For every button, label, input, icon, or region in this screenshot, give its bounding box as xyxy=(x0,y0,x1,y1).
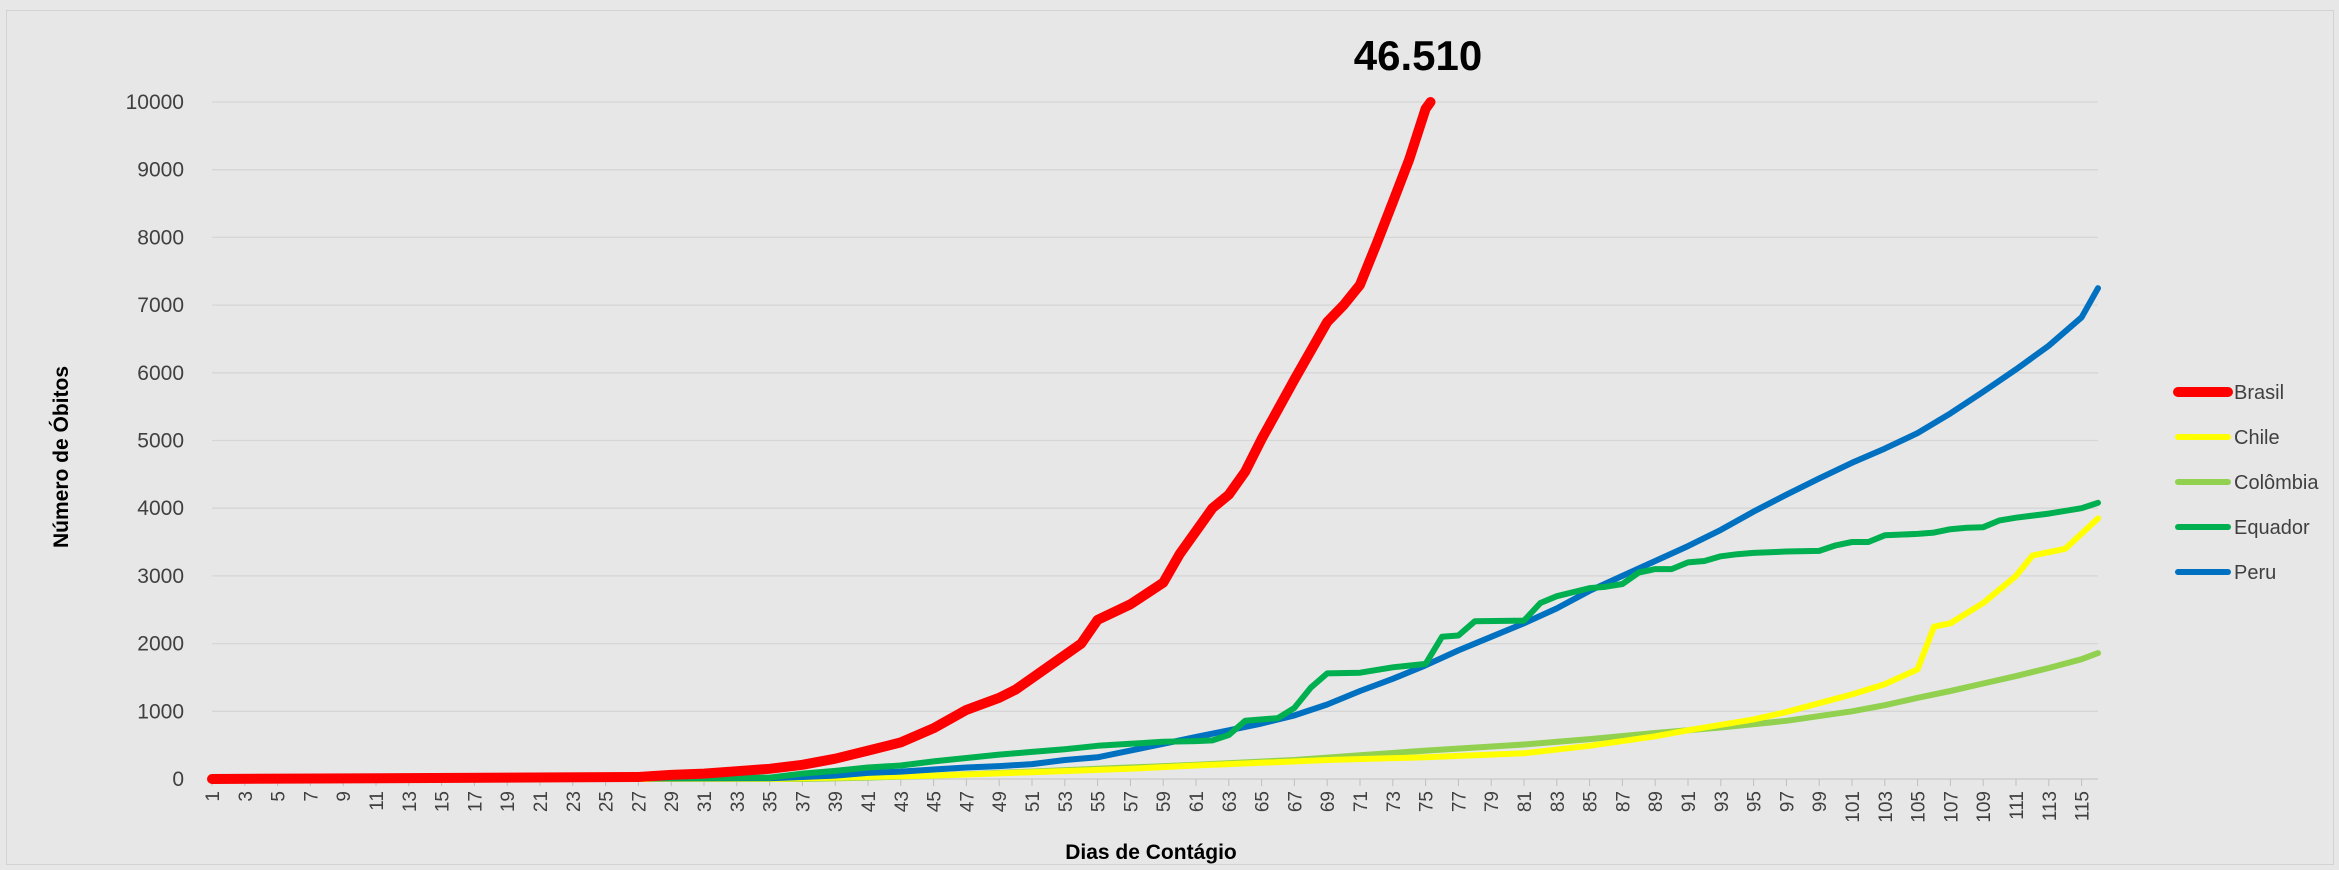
x-tick-label: 19 xyxy=(498,791,519,812)
x-tick-label: 5 xyxy=(269,791,290,802)
y-tick-label: 1000 xyxy=(137,700,184,723)
x-tick-label: 93 xyxy=(1712,791,1733,812)
x-tick-label: 49 xyxy=(990,791,1011,812)
x-tick-label: 105 xyxy=(1909,791,1930,823)
x-tick-label: 91 xyxy=(1679,791,1700,812)
x-tick-label: 99 xyxy=(1810,791,1831,812)
x-tick-label: 47 xyxy=(957,791,978,812)
x-tick-label: 41 xyxy=(859,791,880,812)
y-tick-label: 9000 xyxy=(137,159,184,182)
x-tick-label: 81 xyxy=(1515,791,1536,812)
y-tick-label: 8000 xyxy=(137,226,184,249)
x-tick-label: 101 xyxy=(1843,791,1864,823)
x-tick-label: 23 xyxy=(564,791,585,812)
x-tick-label: 89 xyxy=(1646,791,1667,812)
legend-label: Brasil xyxy=(2234,382,2284,404)
x-tick-label: 111 xyxy=(2007,791,2028,820)
x-tick-label: 73 xyxy=(1384,791,1405,812)
x-tick-label: 45 xyxy=(925,791,946,812)
x-tick-label: 35 xyxy=(761,791,782,812)
x-tick-label: 103 xyxy=(1876,791,1897,823)
x-tick-label: 27 xyxy=(629,791,650,812)
x-tick-label: 21 xyxy=(531,791,552,812)
x-axis-label: Dias de Contágio xyxy=(1065,841,1237,864)
x-axis-ticks: 1 3 5 7 9 11 13 15 17 19 21 23 25 27 29 31 33 35 37 39 41 43 4… xyxy=(203,779,2094,823)
series-line-equador xyxy=(209,499,2101,782)
y-tick-label: 4000 xyxy=(137,497,184,520)
x-tick-label: 53 xyxy=(1056,791,1077,812)
x-tick-label: 67 xyxy=(1285,791,1306,812)
x-tick-label: 37 xyxy=(793,791,814,812)
x-tick-label: 17 xyxy=(465,791,486,812)
y-tick-label: 0 xyxy=(172,768,184,791)
y-tick-label: 5000 xyxy=(137,430,184,453)
y-axis-label: Número de Óbitos xyxy=(49,366,73,548)
x-tick-label: 97 xyxy=(1777,791,1798,812)
x-tick-label: 51 xyxy=(1023,791,1044,812)
y-tick-label: 3000 xyxy=(137,565,184,588)
x-tick-label: 107 xyxy=(1941,791,1962,823)
x-tick-label: 85 xyxy=(1581,791,1602,812)
chart-annotation: 46.510 xyxy=(1354,32,1482,79)
x-tick-label: 9 xyxy=(334,791,355,802)
x-tick-label: 11 xyxy=(367,791,388,811)
x-tick-label: 25 xyxy=(597,791,618,812)
x-tick-label: 61 xyxy=(1187,791,1208,812)
x-tick-label: 69 xyxy=(1318,791,1339,812)
legend-label: Peru xyxy=(2234,562,2276,584)
x-tick-label: 3 xyxy=(236,791,257,802)
y-tick-label: 2000 xyxy=(137,633,184,656)
x-tick-label: 39 xyxy=(826,791,847,812)
x-tick-label: 59 xyxy=(1154,791,1175,812)
y-axis-ticks: 0 1000 2000 3000 4000 5000 6000 7000 8000 9000 100… xyxy=(126,91,184,791)
y-tick-label: 6000 xyxy=(137,362,184,385)
x-tick-label: 29 xyxy=(662,791,683,812)
x-tick-label: 115 xyxy=(2073,791,2094,821)
x-tick-label: 63 xyxy=(1220,791,1241,812)
x-tick-label: 57 xyxy=(1121,791,1142,812)
x-tick-label: 33 xyxy=(728,791,749,812)
x-tick-label: 75 xyxy=(1417,791,1438,812)
x-tick-label: 31 xyxy=(695,791,716,812)
series-line-brasil xyxy=(207,97,1436,784)
legend-label: Chile xyxy=(2234,427,2280,449)
x-tick-label: 83 xyxy=(1548,791,1569,812)
x-tick-label: 113 xyxy=(2040,791,2061,821)
x-tick-label: 13 xyxy=(400,791,421,812)
x-tick-label: 71 xyxy=(1351,791,1372,812)
series-line-colômbia xyxy=(209,650,2101,782)
x-tick-label: 55 xyxy=(1089,791,1110,812)
series-lines xyxy=(207,97,2101,784)
legend: Brasil Chile Colômbia Equador Peru xyxy=(2173,382,2319,584)
x-tick-label: 87 xyxy=(1613,791,1634,812)
x-tick-label: 7 xyxy=(301,791,322,802)
y-tick-label: 10000 xyxy=(126,91,184,114)
x-tick-label: 79 xyxy=(1482,791,1503,812)
x-tick-label: 77 xyxy=(1449,791,1470,812)
x-tick-label: 1 xyxy=(203,791,224,802)
gridlines xyxy=(212,101,2098,780)
x-tick-label: 109 xyxy=(1974,791,1995,823)
x-tick-label: 15 xyxy=(433,791,454,812)
y-tick-label: 7000 xyxy=(137,294,184,317)
x-tick-label: 65 xyxy=(1253,791,1274,812)
x-tick-label: 43 xyxy=(892,791,913,812)
x-tick-label: 95 xyxy=(1745,791,1766,812)
legend-label: Equador xyxy=(2234,517,2310,539)
legend-label: Colômbia xyxy=(2234,472,2319,494)
series-line-chile xyxy=(209,515,2101,782)
